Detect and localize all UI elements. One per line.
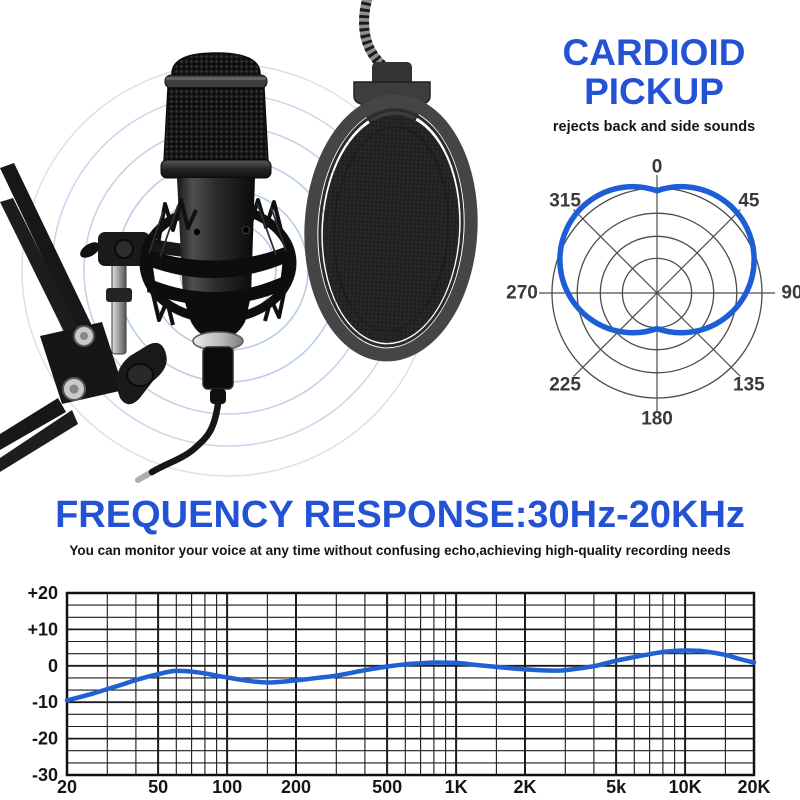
polar-grid-radial — [656, 209, 741, 294]
frequency-heading: FREQUENCY RESPONSE:30Hz-20KHz You can mo… — [0, 494, 800, 558]
y-tick-label: 0 — [48, 656, 58, 676]
y-tick-label: -10 — [32, 692, 58, 712]
polar-angle-label: 45 — [738, 191, 760, 212]
polar-grid-radial — [573, 292, 658, 377]
x-tick-label: 20 — [57, 777, 77, 797]
cardioid-heading: CARDIOID PICKUP rejects back and side so… — [520, 32, 788, 135]
polar-angle-label: 225 — [549, 374, 581, 395]
frequency-subtitle: You can monitor your voice at any time w… — [69, 542, 731, 558]
x-tick-label: 1K — [445, 777, 468, 797]
shock-mount-front — [141, 198, 294, 326]
y-tick-label: +10 — [27, 619, 58, 639]
cardioid-pattern-curve — [557, 184, 757, 336]
x-tick-label: 50 — [148, 777, 168, 797]
polar-angle-label: 135 — [733, 374, 765, 395]
cardioid-subtitle: rejects back and side sounds — [552, 118, 756, 135]
boom-arm — [0, 163, 167, 472]
x-tick-label: 100 — [212, 777, 242, 797]
cardioid-title-line2: PICKUP — [584, 70, 724, 112]
plot-border — [65, 591, 756, 777]
x-tick-label: 5k — [606, 777, 627, 797]
polar-angle-label: 315 — [549, 191, 581, 212]
polar-angle-label: 0 — [652, 157, 663, 178]
frequency-title: FREQUENCY RESPONSE:30Hz-20KHz — [55, 494, 745, 536]
polar-angle-label: 180 — [641, 409, 673, 430]
microphone — [135, 52, 272, 483]
pop-filter — [304, 0, 478, 362]
y-tick-label: -20 — [32, 729, 58, 749]
x-tick-label: 500 — [372, 777, 402, 797]
polar-grid-radial — [656, 292, 741, 377]
polar-grid-radial — [573, 209, 658, 294]
x-tick-label: 2K — [513, 777, 536, 797]
x-tick-label: 200 — [281, 777, 311, 797]
polar-angle-label: 90 — [781, 283, 800, 304]
x-tick-label: 20K — [737, 777, 770, 797]
cardioid-title-line1: CARDIOID — [562, 32, 746, 73]
y-tick-label: -30 — [32, 765, 58, 785]
frequency-response-curve — [64, 648, 757, 703]
x-tick-label: 10K — [669, 777, 702, 797]
y-tick-label: +20 — [27, 583, 58, 603]
polar-angle-label: 270 — [506, 283, 538, 304]
